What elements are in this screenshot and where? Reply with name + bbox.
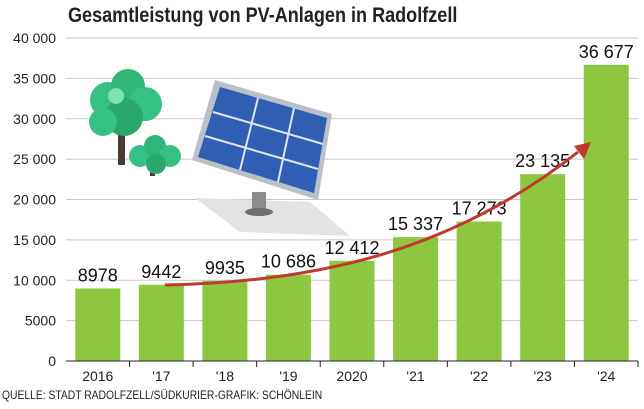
bar-value-label: 9935 [205,258,245,278]
y-tick-label: 35 000 [13,70,56,86]
solar-panel-illustration [192,80,350,236]
y-tick-label: 5000 [25,313,56,329]
y-tick-label: 30 000 [13,111,56,127]
y-axis-ticks: 0 5000 10 000 15 000 20 000 25 000 30 000 35 00… [13,30,56,369]
trend-arrowhead [574,142,591,159]
x-tick-label: 2020 [336,368,367,384]
y-tick-label: 20 000 [13,192,56,208]
x-tick-label: '21 [406,368,424,384]
x-tick-label: '24 [597,368,615,384]
y-tick-label: 25 000 [13,151,56,167]
bar-value-label: 10 686 [261,252,316,272]
bar-value-label: 36 677 [579,42,634,62]
bar-value-label: 8978 [78,266,118,286]
bars [75,64,629,361]
x-tick-label: '22 [470,368,488,384]
bar [75,288,121,361]
bar [393,237,439,361]
bar-value-label: 15 337 [388,214,443,234]
bar-value-label: 17 273 [452,199,507,219]
y-tick-label: 15 000 [13,232,56,248]
bar [583,64,629,361]
x-tick-label: '23 [534,368,552,384]
x-axis-ticks: 2016 '17 '18 '19 2020 '21 '22 '23 '24 [82,368,615,384]
trend-arrow [164,150,579,287]
bar [456,221,502,361]
bar-value-label: 23 135 [515,151,570,171]
bar [265,274,311,361]
x-tick-label: '18 [216,368,234,384]
y-tick-label: 0 [48,353,56,369]
x-tick-label: '17 [152,368,170,384]
x-tick-label: '19 [279,368,297,384]
chart-title: Gesamtleistung von PV-Anlagen in Radolfz… [68,4,458,27]
source-note: QUELLE: STADT RADOLFZELL/SÜDKURIER-GRAFI… [2,388,323,402]
value-labels: 8978 9442 9935 10 686 12 412 15 337 17 273 23 1… [78,42,634,286]
bar [138,284,184,361]
bar [329,260,375,361]
bar [520,174,566,361]
y-tick-label: 10 000 [13,272,56,288]
y-tick-label: 40 000 [13,30,56,46]
x-axis-tick-marks [129,361,639,367]
tree-illustration [89,69,181,176]
bar-value-label: 9442 [141,262,181,282]
bar-value-label: 12 412 [324,238,379,258]
x-tick-label: 2016 [82,368,113,384]
bar [202,280,248,361]
